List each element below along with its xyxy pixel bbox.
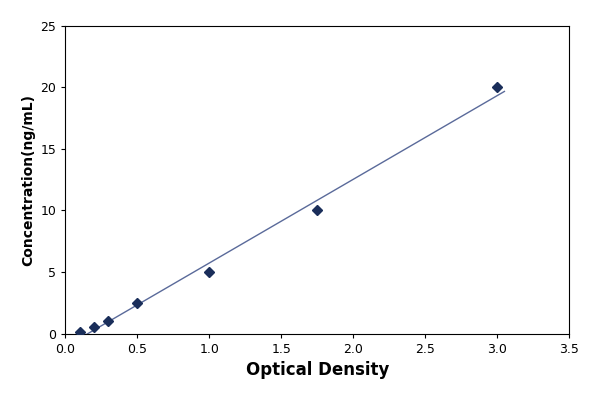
Y-axis label: Concentration(ng/mL): Concentration(ng/mL) [21,94,35,266]
X-axis label: Optical Density: Optical Density [245,361,389,379]
